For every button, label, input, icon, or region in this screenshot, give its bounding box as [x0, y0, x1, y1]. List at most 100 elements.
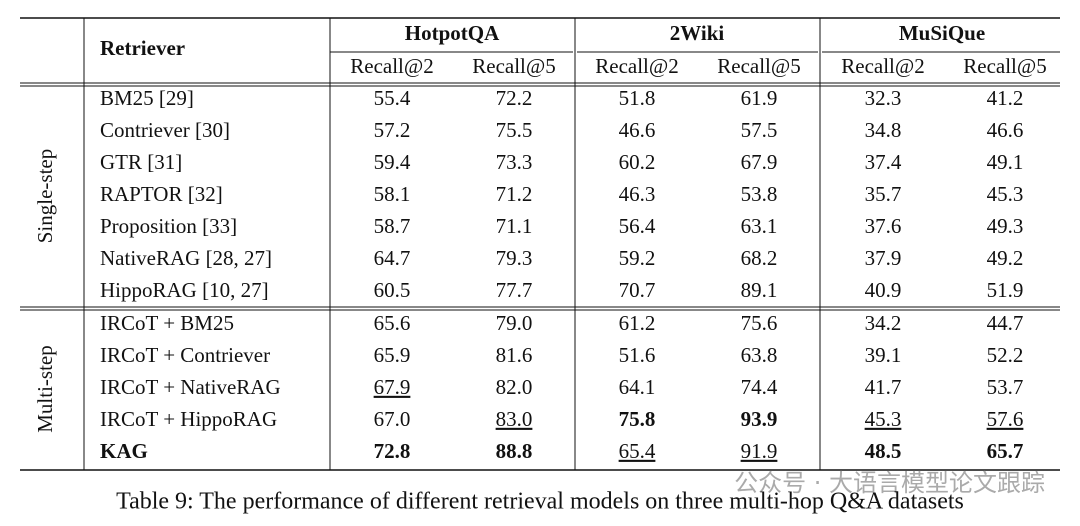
cell-value: 73.3 [496, 150, 533, 174]
retriever-name: NativeRAG [28, 27] [100, 246, 272, 270]
cell-value: 51.8 [619, 86, 656, 110]
retriever-name: IRCoT + Contriever [100, 343, 270, 367]
group-label: Single-step [33, 149, 57, 244]
cell-value: 71.2 [496, 182, 533, 206]
cell-value: 56.4 [619, 214, 656, 238]
retriever-name: IRCoT + NativeRAG [100, 375, 281, 399]
cell-value: 45.3 [987, 182, 1024, 206]
cell-value: 35.7 [865, 182, 902, 206]
cell-value: 60.2 [619, 150, 656, 174]
cell-value: 70.7 [619, 278, 656, 302]
cell-value: 65.7 [987, 439, 1024, 463]
cell-value: 53.8 [741, 182, 778, 206]
cell-value: 71.1 [496, 214, 533, 238]
cell-value: 61.2 [619, 311, 656, 335]
cell-value: 34.2 [865, 311, 902, 335]
retriever-name: BM25 [29] [100, 86, 194, 110]
cell-value: 37.6 [865, 214, 902, 238]
metric-header: Recall@5 [717, 54, 800, 78]
cell-value: 83.0 [496, 407, 533, 431]
cell-value: 48.5 [865, 439, 902, 463]
cell-value: 53.7 [987, 375, 1024, 399]
retriever-name: HippoRAG [10, 27] [100, 278, 269, 302]
cell-value: 37.9 [865, 246, 902, 270]
cell-value: 63.8 [741, 343, 778, 367]
cell-value: 74.4 [741, 375, 778, 399]
cell-value: 44.7 [987, 311, 1024, 335]
cell-value: 46.6 [619, 118, 656, 142]
header-retriever: Retriever [100, 36, 185, 60]
cell-value: 79.3 [496, 246, 533, 270]
cell-value: 41.7 [865, 375, 902, 399]
cell-value: 65.6 [374, 311, 411, 335]
group-label: Multi-step [33, 345, 57, 433]
cell-value: 75.5 [496, 118, 533, 142]
cell-value: 89.1 [741, 278, 778, 302]
cell-value: 82.0 [496, 375, 533, 399]
cell-value: 61.9 [741, 86, 778, 110]
cell-value: 59.4 [374, 150, 411, 174]
cell-value: 88.8 [496, 439, 533, 463]
retriever-name: RAPTOR [32] [100, 182, 223, 206]
metric-header: Recall@5 [472, 54, 555, 78]
cell-value: 81.6 [496, 343, 533, 367]
cell-value: 60.5 [374, 278, 411, 302]
cell-value: 72.8 [374, 439, 411, 463]
cell-value: 67.9 [374, 375, 411, 399]
dataset-header: 2Wiki [670, 21, 725, 45]
cell-value: 75.8 [619, 407, 656, 431]
cell-value: 65.9 [374, 343, 411, 367]
cell-value: 32.3 [865, 86, 902, 110]
dataset-header: HotpotQA [405, 21, 500, 45]
cell-value: 67.9 [741, 150, 778, 174]
cell-value: 46.6 [987, 118, 1024, 142]
cell-value: 49.3 [987, 214, 1024, 238]
cell-value: 39.1 [865, 343, 902, 367]
cell-value: 57.6 [987, 407, 1024, 431]
cell-value: 52.2 [987, 343, 1024, 367]
cell-value: 91.9 [741, 439, 778, 463]
cell-value: 34.8 [865, 118, 902, 142]
watermark: 公众号 · 大语言模型论文跟踪 [734, 469, 1045, 497]
cell-value: 59.2 [619, 246, 656, 270]
cell-value: 57.5 [741, 118, 778, 142]
metric-header: Recall@2 [595, 54, 678, 78]
cell-value: 49.2 [987, 246, 1024, 270]
cell-value: 40.9 [865, 278, 902, 302]
metric-header: Recall@2 [350, 54, 433, 78]
cell-value: 51.9 [987, 278, 1024, 302]
retriever-name: GTR [31] [100, 150, 182, 174]
cell-value: 55.4 [374, 86, 411, 110]
metric-header: Recall@2 [841, 54, 924, 78]
cell-value: 51.6 [619, 343, 656, 367]
cell-value: 67.0 [374, 407, 411, 431]
metric-header: Recall@5 [963, 54, 1046, 78]
cell-value: 63.1 [741, 214, 778, 238]
caption: Table 9: The performance of different re… [116, 489, 964, 515]
cell-value: 93.9 [741, 407, 778, 431]
retriever-name: Contriever [30] [100, 118, 230, 142]
cell-value: 75.6 [741, 311, 778, 335]
cell-value: 65.4 [619, 439, 656, 463]
cell-value: 79.0 [496, 311, 533, 335]
cell-value: 41.2 [987, 86, 1024, 110]
retriever-name: IRCoT + HippoRAG [100, 407, 277, 431]
cell-value: 77.7 [496, 278, 533, 302]
cell-value: 58.1 [374, 182, 411, 206]
cell-value: 72.2 [496, 86, 533, 110]
dataset-header: MuSiQue [899, 21, 985, 45]
cell-value: 49.1 [987, 150, 1024, 174]
retriever-name: KAG [100, 439, 148, 463]
cell-value: 37.4 [865, 150, 902, 174]
cell-value: 57.2 [374, 118, 411, 142]
retriever-name: IRCoT + BM25 [100, 311, 234, 335]
cell-value: 68.2 [741, 246, 778, 270]
cell-value: 45.3 [865, 407, 902, 431]
cell-value: 64.1 [619, 375, 656, 399]
cell-value: 46.3 [619, 182, 656, 206]
cell-value: 64.7 [374, 246, 411, 270]
cell-value: 58.7 [374, 214, 411, 238]
retriever-name: Proposition [33] [100, 214, 237, 238]
